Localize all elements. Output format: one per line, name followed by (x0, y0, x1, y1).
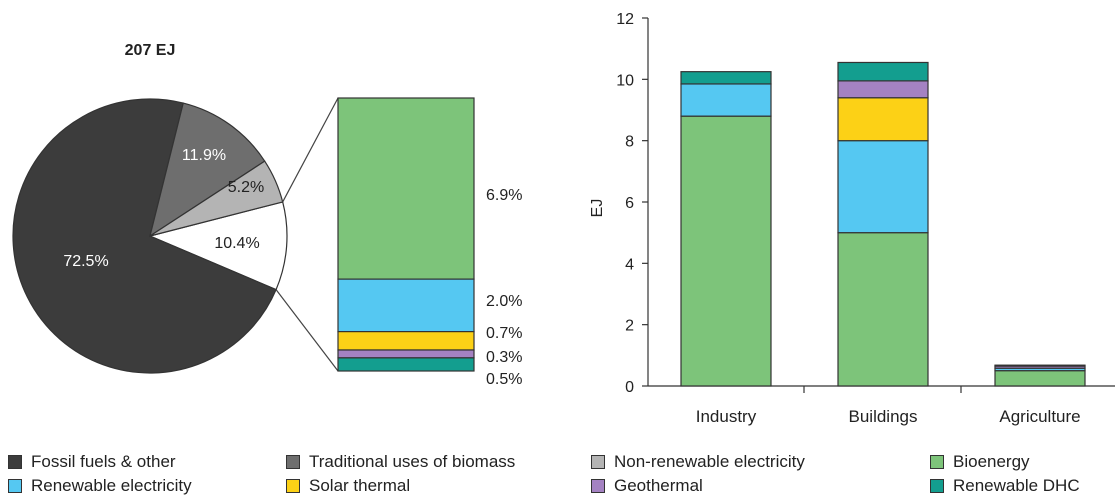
pie-slice-label-fossil-fuels-other: 72.5% (63, 253, 108, 270)
y-tick-label: 12 (616, 11, 634, 28)
bar-segment-industry-renewable-electricity (680, 83, 772, 117)
breakdown-bar: 6.9% 2.0% 0.7% 0.3% 0.5% (337, 97, 522, 388)
legend-swatch (8, 479, 22, 493)
bar-segment-agriculture-renewable-dhc (994, 364, 1086, 367)
legend-swatch (8, 455, 22, 469)
breakdown-label-renewable-electricity: 2.0% (486, 293, 522, 310)
bar-segment-buildings-renewable-electricity (837, 140, 929, 234)
y-tick-label: 10 (616, 72, 634, 89)
legend-label: Fossil fuels & other (31, 452, 176, 471)
legend-item-bioenergy: Bioenergy (930, 452, 1030, 472)
breakdown-segment-renewable-dhc (337, 357, 475, 372)
pie-slice-label-non-renewable-electricity: 5.2% (228, 179, 264, 196)
legend-label: Non-renewable electricity (614, 452, 805, 471)
legend-label: Solar thermal (309, 476, 411, 495)
y-tick-label: 0 (625, 379, 634, 396)
breakdown-label-renewable-dhc: 0.5% (486, 371, 522, 388)
legend-label: Geothermal (614, 476, 703, 495)
legend-label: Traditional uses of biomass (309, 452, 516, 471)
connector-line-bottom (275, 289, 339, 372)
x-tick-label-agriculture: Agriculture (999, 407, 1080, 426)
breakdown-connectors (275, 97, 339, 372)
bar-segment-buildings-bioenergy (837, 232, 929, 387)
breakdown-segment-solar-thermal (337, 331, 475, 351)
legend-swatch (930, 479, 944, 493)
legend-swatch (591, 479, 605, 493)
breakdown-segment-bioenergy (337, 97, 475, 280)
bar-segment-buildings-renewable-dhc (837, 61, 929, 82)
pie-slice-modern-renewables (148, 201, 288, 291)
bar-segment-industry-bioenergy (680, 115, 772, 387)
breakdown-label-bioenergy: 6.9% (486, 187, 522, 204)
pie-total-label: 207 EJ (125, 42, 176, 59)
legend-swatch (286, 455, 300, 469)
y-tick-label: 6 (625, 195, 634, 212)
breakdown-label-geothermal: 0.3% (486, 349, 522, 366)
legend-label: Bioenergy (953, 452, 1030, 471)
legend: Fossil fuels & other Traditional uses of … (0, 448, 1115, 501)
legend-item-fossil-fuels-other: Fossil fuels & other (8, 452, 176, 472)
pie-slice-fossil-fuels-other (12, 98, 277, 374)
legend-item-non-renewable-electricity: Non-renewable electricity (591, 452, 805, 472)
y-tick-label: 2 (625, 318, 634, 335)
legend-item-geothermal: Geothermal (591, 476, 703, 496)
legend-label: Renewable electricity (31, 476, 192, 495)
breakdown-segment-renewable-electricity (337, 278, 475, 333)
pie-slice-traditional-uses-of-biomass (149, 102, 266, 238)
sector-bar-chart: 0 2 4 6 8 10 12 EJ Industry Buildings Agriculture (589, 11, 1115, 426)
legend-item-traditional-uses-of-biomass: Traditional uses of biomass (286, 452, 515, 472)
legend-item-solar-thermal: Solar thermal (286, 476, 410, 496)
figure: 207 EJ 10.4% 72.5% 11.9%5.2% 6.9% 2.0% 0.7% 0… (12, 11, 1115, 426)
legend-label: Renewable DHC (953, 476, 1080, 495)
breakdown-label-solar-thermal: 0.7% (486, 325, 522, 342)
bar-segment-buildings-solar-thermal (837, 97, 929, 142)
pie-slice-label-modern-renewables: 10.4% (214, 235, 259, 252)
bar-segment-agriculture-bioenergy (994, 370, 1086, 387)
x-tick-label-buildings: Buildings (849, 407, 918, 426)
x-tick-label-industry: Industry (696, 407, 757, 426)
bar-segment-buildings-geothermal (837, 80, 929, 99)
pie-chart: 10.4% 72.5% 11.9%5.2% (12, 98, 288, 374)
y-tick-label: 4 (625, 256, 634, 273)
y-axis-label: EJ (589, 199, 606, 218)
pie-slice-label-traditional-uses-of-biomass: 11.9% (182, 147, 226, 164)
legend-item-renewable-electricity: Renewable electricity (8, 476, 192, 496)
legend-swatch (930, 455, 944, 469)
y-tick-label: 8 (625, 134, 634, 151)
bar-segment-industry-renewable-dhc (680, 71, 772, 85)
legend-swatch (286, 479, 300, 493)
legend-item-renewable-dhc: Renewable DHC (930, 476, 1080, 496)
connector-line-top (282, 97, 339, 203)
legend-swatch (591, 455, 605, 469)
breakdown-segment-geothermal (337, 349, 475, 359)
